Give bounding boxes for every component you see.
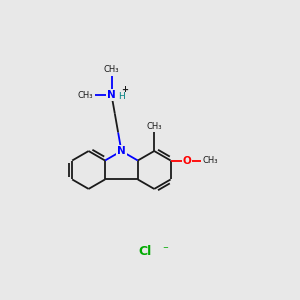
Text: CH₃: CH₃ <box>146 122 162 131</box>
Text: ⁻: ⁻ <box>162 245 168 255</box>
Text: N: N <box>107 90 116 100</box>
Text: +: + <box>122 85 128 94</box>
Text: CH₃: CH₃ <box>203 156 218 165</box>
Text: O: O <box>183 155 191 166</box>
Text: CH₃: CH₃ <box>104 65 119 74</box>
Text: H: H <box>118 92 125 101</box>
Text: Cl: Cl <box>138 245 151 259</box>
Text: N: N <box>117 146 126 156</box>
Text: CH₃: CH₃ <box>78 91 93 100</box>
